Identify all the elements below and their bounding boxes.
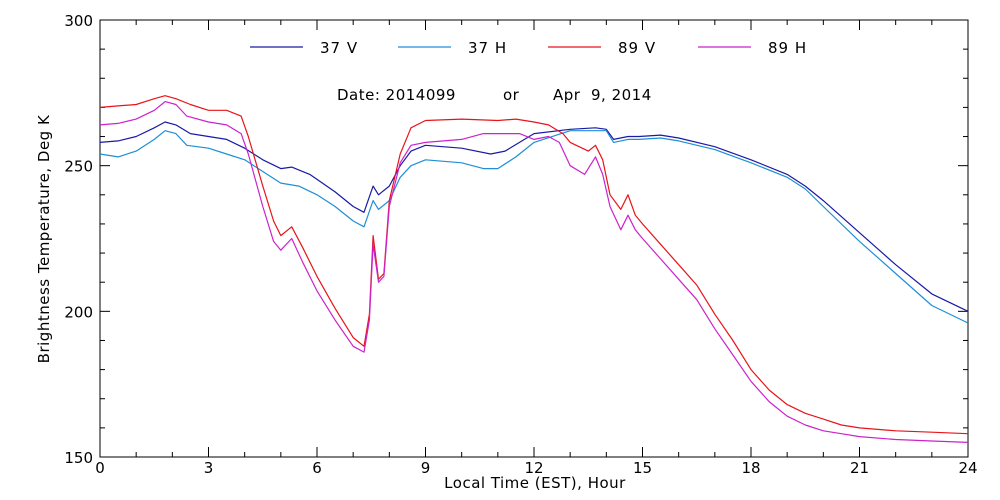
tick-marks [99, 19, 969, 458]
axes [99, 19, 969, 458]
series-lines [99, 95, 969, 443]
x-tick-label: 9 [421, 459, 431, 477]
x-tick-label: 18 [741, 459, 760, 477]
x-tick-label: 0 [95, 459, 105, 477]
x-axis-title: Local Time (EST), Hour [444, 474, 626, 492]
month-day-annotation: Apr 9, 2014 [553, 86, 652, 104]
y-tick-label: 150 [64, 449, 93, 467]
legend-label-89-v: 89 V [618, 39, 656, 57]
date-annotation: Date: 2014099 [337, 86, 456, 104]
or-annotation: or [503, 86, 520, 104]
y-tick-labels: 150 200 250 300 [64, 12, 93, 467]
x-tick-label: 15 [633, 459, 652, 477]
y-tick-label: 200 [64, 303, 93, 321]
x-tick-label: 24 [958, 459, 977, 477]
series-line-37-h [99, 130, 969, 324]
x-tick-label: 21 [850, 459, 869, 477]
y-tick-label: 300 [64, 12, 93, 30]
plot-frame [99, 19, 969, 458]
x-tick-label: 12 [524, 459, 543, 477]
series-line-89-v [99, 95, 969, 435]
series-line-89-h [99, 101, 969, 443]
series-line-37-v [99, 121, 969, 312]
x-tick-label: 3 [204, 459, 214, 477]
y-axis-title: Brightness Temperature, Deg K [35, 114, 53, 363]
legend-label-89-h: 89 H [768, 39, 807, 57]
y-tick-label: 250 [64, 158, 93, 176]
x-tick-labels: 0 3 6 9 12 15 18 21 24 [95, 459, 977, 477]
legend-label-37-h: 37 H [468, 39, 507, 57]
legend: 37 V 37 H 89 V 89 H [250, 39, 807, 57]
x-tick-label: 6 [312, 459, 322, 477]
legend-label-37-v: 37 V [320, 39, 358, 57]
